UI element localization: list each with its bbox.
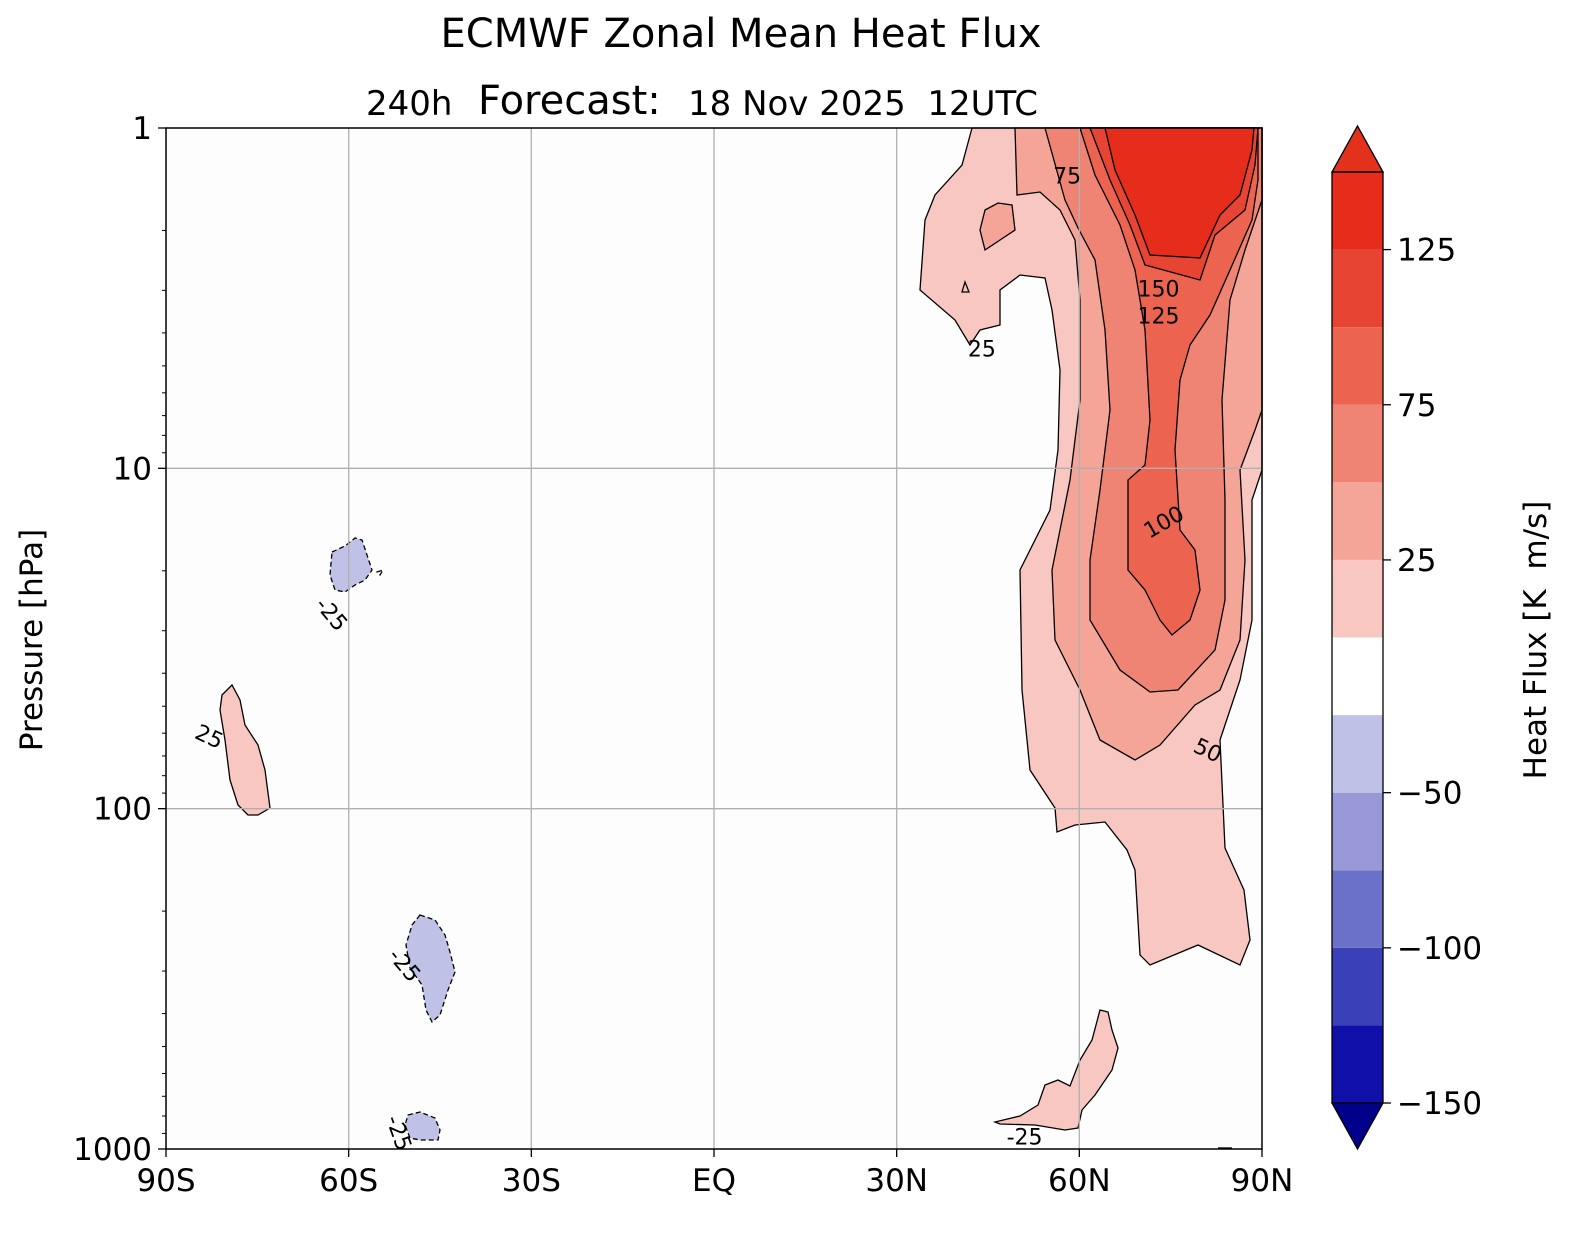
contour-fill-neg-3 — [404, 1111, 441, 1141]
y-tick-label: 10 — [113, 451, 152, 487]
colorbar-segment — [1332, 172, 1383, 250]
filled-contours — [219, 127, 1263, 1149]
y-axis-label: Pressure [hPa] — [14, 529, 50, 751]
subtitle-date: 18 Nov 2025 12UTC — [688, 84, 1038, 124]
contour-label: 125 — [1137, 304, 1179, 329]
colorbar-tick-label: 75 — [1397, 388, 1436, 424]
colorbar-tick-label: 25 — [1397, 543, 1436, 579]
colorbar-segment — [1332, 870, 1383, 948]
colorbar-segment — [1332, 1025, 1383, 1103]
y-axis: 1 10 100 1000 — [73, 111, 166, 1168]
x-axis: 90S 60S 30S EQ 30N 60N 90N — [136, 1149, 1293, 1199]
contour-fill-notch — [979, 202, 1016, 252]
x-tick-label: 90S — [136, 1163, 195, 1199]
contour-small-triangle — [961, 280, 970, 293]
contour-fill-25-nh-low — [992, 1009, 1119, 1131]
x-tick-label: 30S — [502, 1163, 561, 1199]
colorbar-segment — [1332, 404, 1383, 483]
colorbar-segment — [1332, 327, 1383, 405]
contour-fill-neg-2 — [405, 914, 456, 1024]
colorbar-label: Heat Flux [K m/s] — [1518, 501, 1554, 780]
colorbar-segment — [1332, 715, 1383, 793]
colorbar-segment — [1332, 947, 1383, 1026]
contour-fill-25-sh — [219, 683, 271, 816]
y-tick-label: 1 — [132, 111, 152, 147]
colorbar-tick-label: −150 — [1397, 1086, 1482, 1122]
y-tick-label: 1000 — [73, 1132, 152, 1168]
x-tick-label: 90N — [1231, 1163, 1294, 1199]
colorbar-segment — [1332, 559, 1383, 638]
contour-label: 150 — [1137, 277, 1179, 302]
colorbar: 125 75 25 −50 −100 −150 — [1330, 124, 1482, 1151]
contour-label: 25 — [968, 337, 996, 362]
contour-fill-neg-1 — [329, 537, 373, 593]
colorbar-tick-label: 125 — [1397, 233, 1456, 269]
colorbar-segment — [1332, 637, 1383, 716]
colorbar-extend-low — [1330, 1102, 1385, 1151]
colorbar-tick-label: −100 — [1397, 931, 1482, 967]
subtitle-lead: 240h — [366, 84, 452, 124]
contour-label: -25 — [1007, 1125, 1043, 1150]
contour-label: 75 — [1053, 165, 1081, 190]
contour-fill-neg-1b — [375, 568, 385, 577]
colorbar-segment — [1332, 482, 1383, 560]
y-tick-label: 100 — [93, 792, 152, 828]
contour-fill-150 — [1104, 127, 1255, 259]
grid — [166, 128, 1262, 1149]
x-tick-label: EQ — [692, 1163, 736, 1199]
chart-title: ECMWF Zonal Mean Heat Flux — [441, 11, 1042, 57]
colorbar-segment — [1332, 249, 1383, 328]
colorbar-segment — [1332, 792, 1383, 871]
colorbar-extend-high — [1330, 124, 1385, 173]
contour-fill-100 — [1079, 127, 1259, 636]
x-tick-label: 60S — [319, 1163, 378, 1199]
colorbar-tick-label: −50 — [1397, 776, 1462, 812]
colorbar-frame — [1331, 171, 1384, 1104]
subtitle-label: Forecast: — [478, 78, 661, 124]
x-tick-label: 30N — [865, 1163, 928, 1199]
x-tick-label: 60N — [1048, 1163, 1111, 1199]
